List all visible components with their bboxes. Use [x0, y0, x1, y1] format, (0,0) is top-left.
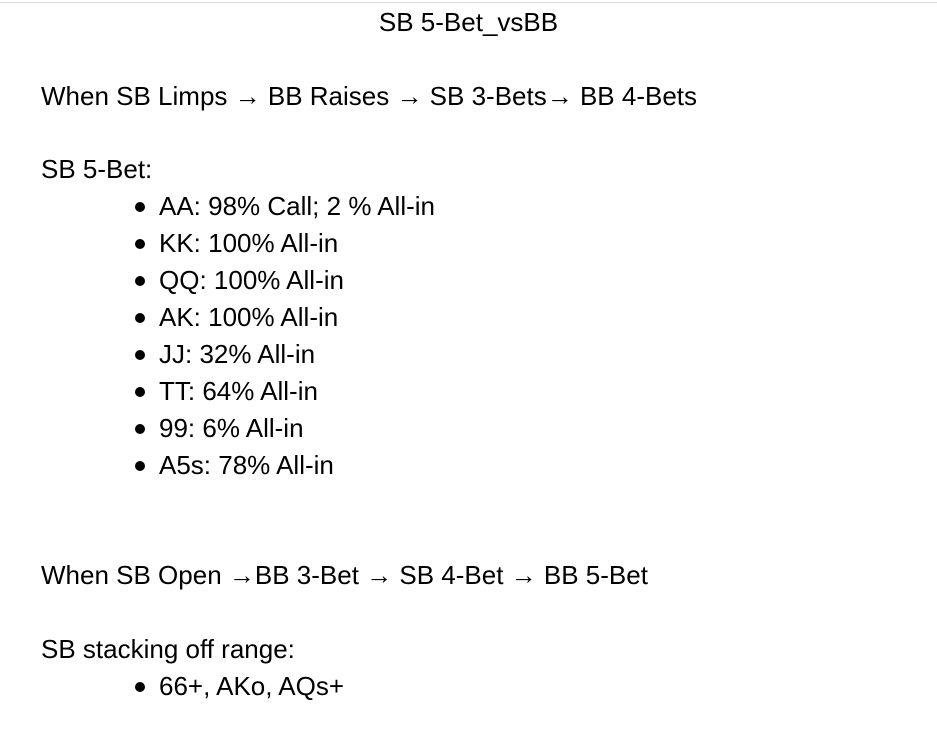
- list-item-text: 66+, AKo, AQs+: [159, 671, 345, 701]
- list-item-text: 99: 6% All-in: [159, 413, 304, 443]
- page-top-border: [0, 2, 937, 3]
- bullet-icon: [135, 313, 145, 323]
- list-item-text: KK: 100% All-in: [159, 228, 339, 258]
- section2-heading: When SB Open →BB 3-Bet → SB 4-Bet → BB 5…: [41, 560, 648, 590]
- bullet-icon: [135, 387, 145, 397]
- section2-subheading: SB stacking off range:: [41, 634, 295, 664]
- section1-heading: When SB Limps → BB Raises → SB 3-Bets→ B…: [41, 81, 698, 111]
- list-item-text: JJ: 32% All-in: [159, 339, 316, 369]
- list-item-text: TT: 64% All-in: [159, 376, 318, 406]
- list-item-text: QQ: 100% All-in: [159, 265, 344, 295]
- bullet-icon: [135, 276, 145, 286]
- bullet-icon: [135, 461, 145, 471]
- bullet-icon: [135, 202, 145, 212]
- document-title: SB 5-Bet_vsBB: [378, 7, 559, 37]
- bullet-icon: [135, 424, 145, 434]
- list-item-text: AK: 100% All-in: [159, 302, 339, 332]
- bullet-icon: [135, 682, 145, 692]
- bullet-icon: [135, 239, 145, 249]
- section1-subheading: SB 5-Bet:: [41, 154, 153, 184]
- list-item-text: A5s: 78% All-in: [159, 450, 334, 480]
- bullet-icon: [135, 350, 145, 360]
- list-item-text: AA: 98% Call; 2 % All-in: [159, 191, 436, 221]
